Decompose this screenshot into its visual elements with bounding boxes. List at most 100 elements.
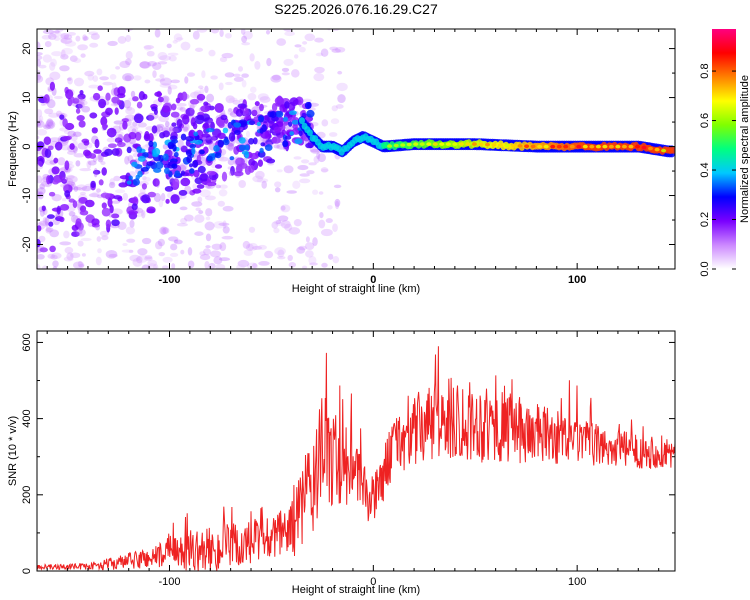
spectrogram-cell bbox=[122, 192, 129, 201]
spectrogram-cell bbox=[192, 160, 199, 168]
spectrogram-cell bbox=[43, 124, 51, 130]
spectrogram-cell bbox=[582, 144, 588, 149]
spectrogram-cell bbox=[185, 135, 195, 142]
spectrogram-cell bbox=[271, 136, 281, 144]
spectrogram-cell bbox=[517, 144, 523, 148]
spectrogram-cell bbox=[306, 170, 315, 175]
spectrogram-cell bbox=[294, 138, 303, 145]
spectrogram-cell bbox=[61, 135, 71, 141]
spectrogram-cell bbox=[144, 255, 153, 260]
spectrogram-cell bbox=[46, 175, 51, 185]
spectrogram-cell bbox=[70, 96, 75, 104]
spectrogram-cell bbox=[61, 47, 73, 55]
spectrogram-cell bbox=[219, 184, 228, 189]
spectrogram-cell bbox=[46, 214, 55, 219]
spectrogram-cell bbox=[255, 170, 265, 180]
spectrogram-cell bbox=[64, 190, 71, 198]
spectrogram-cell bbox=[48, 221, 54, 227]
spectrogram-cell bbox=[299, 117, 305, 125]
spectrogram-cell bbox=[75, 218, 82, 228]
spectrogram-cell bbox=[337, 70, 343, 75]
spectrogram-cell bbox=[37, 54, 43, 61]
spectrogram-cell bbox=[330, 118, 340, 125]
spectrogram-cell bbox=[205, 233, 212, 242]
spectrogram-cell bbox=[96, 188, 101, 193]
spectrogram-cell bbox=[44, 148, 52, 158]
spectrogram-cell bbox=[478, 142, 484, 147]
spectrogram-cell bbox=[241, 41, 251, 46]
snr-xtick-label: 100 bbox=[568, 576, 586, 588]
spectrogram-cell bbox=[387, 144, 393, 148]
spectrogram-cell bbox=[91, 218, 100, 226]
spectrogram-cell bbox=[75, 184, 88, 191]
spectrogram-cell bbox=[176, 37, 184, 41]
spectrogram-cell bbox=[174, 170, 181, 177]
spectrogram-cell bbox=[298, 102, 304, 108]
spectrogram-cell bbox=[233, 122, 242, 128]
spectrogram-cell bbox=[116, 131, 124, 136]
spectrogram-cell bbox=[156, 123, 165, 129]
spectrogram-cell bbox=[161, 95, 170, 103]
spectrogram-cell bbox=[176, 118, 183, 128]
spectrogram-cell bbox=[271, 74, 281, 81]
spectrogram-cell bbox=[152, 147, 161, 156]
colorbar-tick-label: 0.8 bbox=[699, 63, 711, 78]
spectrogram-cell bbox=[266, 57, 272, 67]
spectrogram-cell bbox=[88, 153, 97, 159]
spectrogram-cell bbox=[243, 30, 253, 40]
spectrogram-cell bbox=[288, 110, 297, 116]
spectrogram-cell bbox=[543, 144, 549, 149]
spectrogram-cell bbox=[67, 76, 73, 85]
spectrogram-cell bbox=[155, 161, 164, 170]
spectrogram-cell bbox=[37, 238, 41, 248]
spectrogram-xtick-label: 100 bbox=[568, 274, 586, 286]
snr-ytick-label: 200 bbox=[21, 486, 33, 504]
spectrogram-cell bbox=[137, 254, 148, 263]
spectrogram-cell bbox=[51, 166, 60, 175]
spectrogram-cell bbox=[206, 170, 217, 176]
spectrogram-cell bbox=[327, 205, 333, 210]
spectrogram-cell bbox=[146, 114, 155, 121]
spectrogram-cell bbox=[274, 181, 282, 188]
spectrogram-cell bbox=[153, 192, 161, 203]
spectrogram-cell bbox=[111, 148, 120, 156]
spectrogram-cell bbox=[282, 116, 289, 122]
spectrogram-cell bbox=[189, 107, 195, 115]
spectrogram-cell bbox=[210, 250, 221, 258]
snr-ticks: -100 0 100 0 200 400 600 bbox=[21, 331, 675, 588]
spectrogram-cell bbox=[654, 147, 660, 152]
spectrogram-cell bbox=[200, 105, 211, 113]
spectrogram-cell bbox=[41, 34, 52, 40]
spectrogram-cell bbox=[72, 261, 85, 269]
spectrogram-cell bbox=[87, 15, 97, 23]
spectrogram-cell bbox=[180, 41, 191, 51]
spectrogram-cell bbox=[65, 174, 75, 180]
spectrogram-cell bbox=[53, 157, 59, 164]
spectrogram-cell bbox=[39, 183, 46, 190]
spectrogram-cell bbox=[335, 104, 344, 109]
spectrogram-cell bbox=[282, 140, 289, 148]
spectrogram-ytick-label: 10 bbox=[21, 91, 33, 103]
spectrogram-ylabel: Frequency (Hz) bbox=[7, 111, 19, 187]
spectrogram-xtick-label: -100 bbox=[158, 274, 180, 286]
spectrogram-cell bbox=[98, 179, 104, 186]
spectrogram-cell bbox=[87, 74, 94, 81]
spectrogram-cell bbox=[309, 262, 318, 266]
spectrogram-cell bbox=[312, 237, 318, 247]
spectrogram-cell bbox=[280, 205, 286, 211]
spectrogram-cell bbox=[86, 6, 92, 13]
spectrogram-cell bbox=[89, 42, 99, 48]
spectrogram-cell bbox=[153, 263, 159, 269]
spectrogram-cell bbox=[49, 245, 56, 253]
spectrogram-cell bbox=[115, 66, 121, 70]
colorbar-bar bbox=[712, 29, 736, 269]
spectrogram-cell bbox=[204, 221, 215, 231]
spectrogram-cell bbox=[251, 109, 258, 117]
spectrogram-cell bbox=[248, 226, 256, 233]
spectrogram-cell bbox=[154, 240, 163, 250]
spectrogram-cell bbox=[288, 121, 293, 127]
spectrogram-cell bbox=[136, 256, 143, 264]
spectrogram-cell bbox=[186, 155, 193, 164]
spectrogram-cell bbox=[172, 126, 182, 133]
spectrogram-cell bbox=[125, 226, 136, 235]
